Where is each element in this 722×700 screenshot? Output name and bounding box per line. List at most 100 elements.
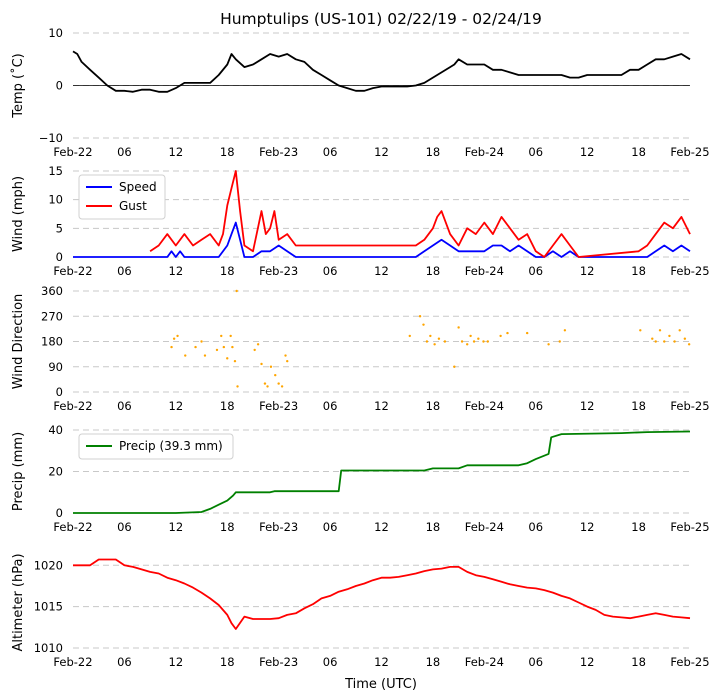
altimeter-xtick-label: 12 <box>374 655 389 669</box>
direction-ytick-label: 90 <box>48 360 63 374</box>
direction-point <box>408 334 411 338</box>
direction-ytick-label: 270 <box>41 309 63 323</box>
direction-point <box>469 334 472 338</box>
precip-xtick-label: 12 <box>580 520 595 534</box>
direction-point <box>231 345 234 349</box>
direction-point <box>269 365 273 368</box>
direction-point <box>687 343 691 346</box>
temp-xtick-label: 12 <box>374 145 389 159</box>
wind-xtick-label: 12 <box>374 264 389 278</box>
temp-xtick-label: 06 <box>117 145 132 159</box>
direction-xtick-label: Feb-24 <box>465 399 504 413</box>
temp-xtick-label: 18 <box>631 145 646 159</box>
temp-series-temp-line <box>72 50 691 93</box>
direction-point <box>229 334 232 338</box>
precip-ytick-label: 0 <box>56 506 63 520</box>
precip-legend-box <box>78 433 234 460</box>
direction-panel: 0 90 180 270 360 Feb-22 06 12 18 Feb-23 06 12 18 Feb-… <box>11 284 710 413</box>
direction-ytick-label: 180 <box>41 335 63 349</box>
direction-point <box>280 385 284 388</box>
precip-y-axis-label: Precip (mm) <box>11 432 26 511</box>
direction-point <box>453 365 456 368</box>
temp-ytick-label: −10 <box>39 131 63 145</box>
precip-xtick-label: 12 <box>169 520 184 534</box>
direction-xtick-label: Feb-23 <box>259 399 298 413</box>
altimeter-xtick-label: Feb-25 <box>670 655 709 669</box>
direction-xtick-label: Feb-22 <box>53 399 92 413</box>
direction-point <box>658 329 662 332</box>
direction-point <box>558 340 561 343</box>
wind-y-axis-label: Wind (mph) <box>11 176 26 252</box>
precip-ytick-label: 20 <box>48 465 63 479</box>
direction-xtick-label: 18 <box>220 399 235 413</box>
temp-y-axis-label: Temp (˚C) <box>10 53 26 119</box>
precip-xtick-label: Feb-24 <box>465 520 504 534</box>
direction-xtick-label: 06 <box>528 399 543 413</box>
precip-xtick-label: Feb-22 <box>53 520 92 534</box>
direction-xtick-label: 06 <box>323 399 338 413</box>
altimeter-xtick-label: Feb-23 <box>259 655 298 669</box>
direction-point <box>226 357 229 360</box>
direction-point <box>253 348 256 352</box>
precip-xtick-label: 12 <box>374 520 389 534</box>
direction-point <box>525 331 529 335</box>
wind-xtick-label: Feb-22 <box>53 264 92 278</box>
direction-point <box>673 340 676 343</box>
altimeter-series-altimeter-line <box>73 558 691 630</box>
temp-xtick-label: 18 <box>426 145 441 159</box>
temp-xtick-label: 18 <box>220 145 235 159</box>
wind-xtick-label: 18 <box>426 264 441 278</box>
precip-ytick-label: 40 <box>48 423 63 437</box>
direction-ytick-label: 0 <box>56 385 63 399</box>
direction-xtick-label: 12 <box>169 399 184 413</box>
direction-ytick-label: 360 <box>41 284 63 298</box>
direction-point <box>460 340 464 343</box>
temp-ytick-label: 10 <box>48 26 63 40</box>
altimeter-ytick-label: 1010 <box>34 641 63 655</box>
direction-point <box>236 385 239 388</box>
direction-point <box>222 345 226 349</box>
wind-xtick-label: 06 <box>323 264 338 278</box>
direction-point <box>477 337 480 340</box>
direction-point <box>284 354 287 357</box>
direction-point <box>200 340 203 343</box>
altimeter-xtick-label: 18 <box>631 655 646 669</box>
direction-point <box>425 340 429 343</box>
wind-xtick-label: Feb-25 <box>670 264 709 278</box>
direction-point <box>184 354 187 357</box>
direction-point <box>472 340 476 343</box>
altimeter-xtick-label: 18 <box>220 655 235 669</box>
direction-point <box>563 329 567 332</box>
direction-point <box>422 323 425 326</box>
direction-point <box>499 334 502 338</box>
direction-point <box>486 340 489 343</box>
precip-xtick-label: Feb-23 <box>259 520 298 534</box>
temp-xtick-label: 06 <box>323 145 338 159</box>
direction-point <box>172 337 176 340</box>
temp-xtick-label: Feb-24 <box>465 145 504 159</box>
precip-xtick-label: 18 <box>426 520 441 534</box>
direction-point <box>443 340 447 343</box>
wind-ytick-label: 5 <box>56 221 63 235</box>
direction-point <box>194 345 197 349</box>
direction-point <box>263 382 267 385</box>
altimeter-xtick-label: 12 <box>169 655 184 669</box>
precip-xtick-label: 18 <box>631 520 646 534</box>
temp-ytick-label: 0 <box>56 79 63 93</box>
direction-point <box>266 385 269 388</box>
direction-point <box>170 345 173 349</box>
temp-panel: −10 0 10 Feb-22 06 12 18 Feb-23 06 12 18 Feb-24 06 12… <box>10 26 710 159</box>
wind-xtick-label: 12 <box>169 264 184 278</box>
direction-point <box>235 289 238 293</box>
direction-point <box>233 359 237 363</box>
wind-xtick-label: 06 <box>528 264 543 278</box>
precip-xtick-label: 18 <box>220 520 235 534</box>
temp-xtick-label: Feb-22 <box>53 145 92 159</box>
direction-xtick-label: Feb-25 <box>670 399 709 413</box>
temp-xtick-label: 12 <box>580 145 595 159</box>
wind-ytick-label: 15 <box>48 164 63 178</box>
direction-point <box>482 340 485 343</box>
wind-ytick-label: 10 <box>48 193 63 207</box>
direction-point <box>678 329 681 332</box>
